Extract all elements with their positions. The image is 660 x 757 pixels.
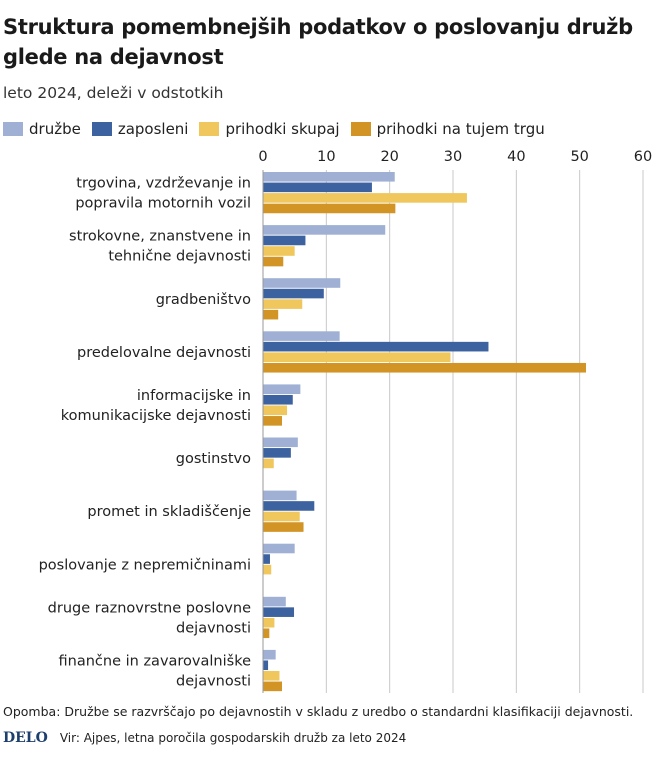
category-label: finančne in zavarovalniške bbox=[59, 654, 252, 670]
category-label: predelovalne dejavnosti bbox=[77, 345, 251, 361]
bar-0-8 bbox=[263, 596, 286, 607]
bar-2-2 bbox=[263, 299, 303, 309]
chart-subtitle: leto 2024, deleži v odstotkih bbox=[3, 84, 224, 102]
tick-label-50: 50 bbox=[570, 149, 588, 165]
category-group: druge raznovrstne poslovne dejavnosti bbox=[48, 596, 295, 639]
bar-1-6 bbox=[263, 501, 315, 511]
category-group: trgovina, vzdrževanje in popravila motorn… bbox=[75, 172, 467, 214]
legend-swatch-prihodki-tujina bbox=[350, 122, 371, 136]
bar-3-8 bbox=[263, 628, 270, 639]
bar-3-3 bbox=[263, 362, 586, 373]
tick-label-30: 30 bbox=[444, 149, 462, 165]
footer: DELO Vir: Ajpes, letna poročila gospodar… bbox=[3, 730, 406, 746]
chart-legend: družbe zaposleni prihodki skupaj prihodk… bbox=[3, 118, 556, 140]
bar-0-0 bbox=[263, 172, 395, 182]
legend-label-zaposleni: zaposleni bbox=[117, 120, 189, 138]
bar-1-3 bbox=[263, 341, 489, 352]
bar-1-1 bbox=[263, 235, 306, 246]
bar-3-1 bbox=[263, 256, 284, 267]
bar-2-1 bbox=[263, 246, 295, 256]
legend-item-prihodki-tujina: prihodki na tujem trgu bbox=[350, 120, 545, 138]
bar-0-4 bbox=[263, 384, 301, 394]
category-group: promet in skladiščenje bbox=[87, 490, 315, 532]
bar-1-4 bbox=[263, 394, 293, 405]
delo-logo: DELO bbox=[3, 730, 48, 746]
category-label: informacijske in bbox=[137, 388, 251, 404]
tick-label-10: 10 bbox=[317, 149, 335, 165]
bar-1-2 bbox=[263, 288, 324, 299]
bar-0-5 bbox=[263, 437, 298, 448]
category-group: gradbeništvo bbox=[156, 278, 341, 320]
bar-1-9 bbox=[263, 660, 269, 671]
legend-label-prihodki-skupaj: prihodki skupaj bbox=[225, 120, 340, 138]
legend-label-prihodki-tujina: prihodki na tujem trgu bbox=[376, 120, 545, 138]
category-label: gradbeništvo bbox=[156, 292, 251, 308]
category-group: gostinstvo bbox=[176, 437, 298, 469]
bar-3-6 bbox=[263, 522, 304, 532]
category-label: komunikacijske dejavnosti bbox=[61, 408, 251, 424]
chart-title: Struktura pomembnejših podatkov o poslov… bbox=[3, 15, 633, 69]
category-group: strokovne, znanstvene in tehnične dejavno… bbox=[69, 225, 386, 267]
bar-1-5 bbox=[263, 448, 291, 458]
tick-label-40: 40 bbox=[507, 149, 525, 165]
footnote: Opomba: Družbe se razvrščajo po dejavnos… bbox=[3, 704, 634, 719]
bar-2-7 bbox=[263, 564, 272, 575]
legend-swatch-prihodki-skupaj bbox=[199, 122, 220, 136]
tick-label-60: 60 bbox=[634, 149, 652, 165]
bar-2-3 bbox=[263, 352, 451, 362]
bar-2-0 bbox=[263, 193, 467, 203]
category-label: tehnične dejavnosti bbox=[108, 249, 251, 265]
bar-1-0 bbox=[263, 182, 372, 193]
source-text: Vir: Ajpes, letna poročila gospodarskih … bbox=[59, 731, 407, 745]
bar-chart: 0 10 20 30 40 50 60 trgovina, vzdrževanje in pop… bbox=[39, 149, 652, 693]
category-label: druge raznovrstne poslovne bbox=[48, 600, 251, 616]
category-label: dejavnosti bbox=[176, 620, 251, 636]
bar-0-3 bbox=[263, 331, 340, 341]
bar-0-7 bbox=[263, 543, 295, 554]
bar-3-4 bbox=[263, 416, 282, 426]
category-label: poslovanje z nepremičninami bbox=[39, 557, 251, 573]
category-group: finančne in zavarovalniške dejavnosti bbox=[59, 649, 282, 692]
bar-3-2 bbox=[263, 309, 279, 320]
category-group: predelovalne dejavnosti bbox=[77, 331, 586, 373]
bar-3-9 bbox=[263, 681, 282, 692]
bar-2-5 bbox=[263, 458, 274, 469]
legend-item-zaposleni: zaposleni bbox=[91, 120, 189, 138]
legend-item-druzbe: družbe bbox=[3, 120, 81, 138]
bar-1-7 bbox=[263, 554, 270, 564]
category-label: strokovne, znanstvene in bbox=[69, 229, 251, 245]
bar-0-1 bbox=[263, 225, 386, 235]
category-label: trgovina, vzdrževanje in bbox=[76, 176, 251, 192]
tick-label-20: 20 bbox=[380, 149, 398, 165]
bar-2-4 bbox=[263, 405, 288, 416]
legend-swatch-zaposleni bbox=[91, 122, 112, 136]
bar-2-9 bbox=[263, 671, 280, 681]
legend-label-druzbe: družbe bbox=[29, 120, 81, 138]
category-label: promet in skladiščenje bbox=[87, 504, 251, 520]
category-group: poslovanje z nepremičninami bbox=[39, 543, 295, 575]
category-label: popravila motornih vozil bbox=[75, 196, 251, 212]
bar-2-8 bbox=[263, 617, 275, 628]
legend-swatch-druzbe bbox=[3, 122, 23, 136]
bar-0-9 bbox=[263, 649, 276, 660]
bar-3-0 bbox=[263, 203, 396, 214]
legend-item-prihodki-skupaj: prihodki skupaj bbox=[199, 120, 340, 138]
bar-0-2 bbox=[263, 278, 341, 288]
bar-0-6 bbox=[263, 490, 297, 501]
category-group: informacijske in komunikacijske dejavnost… bbox=[61, 384, 301, 426]
tick-label-0: 0 bbox=[258, 149, 267, 165]
category-label: dejavnosti bbox=[176, 674, 251, 690]
category-label: gostinstvo bbox=[176, 451, 251, 467]
bar-2-6 bbox=[263, 511, 300, 522]
bar-1-8 bbox=[263, 607, 295, 617]
